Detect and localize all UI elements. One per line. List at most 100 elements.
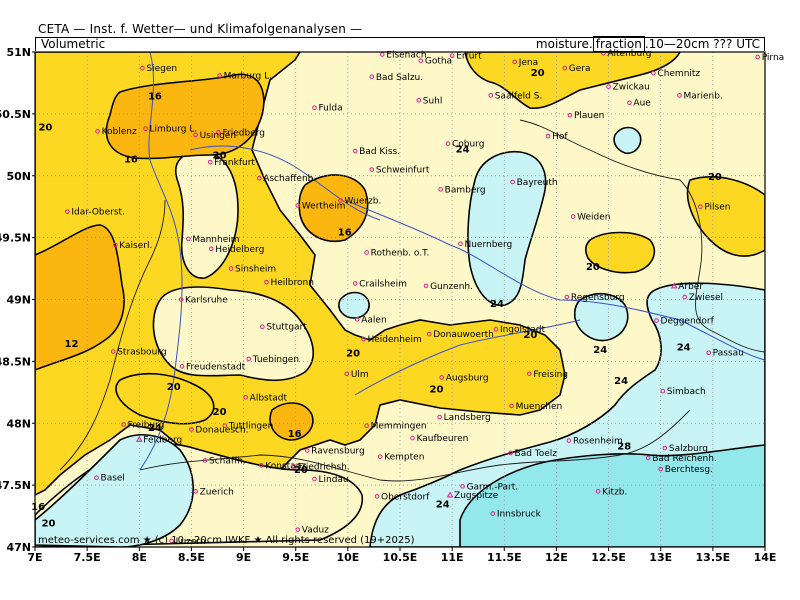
city-label: Schweinfurt	[376, 166, 430, 176]
axis-labels: 7E 7.5E 8E 8.5E 9E 9.5E 10E 10.5E 11E 11.5E 12E 12.…	[0, 46, 776, 564]
variable-suffix: .10—20cm ??? UTC	[644, 37, 760, 51]
city-label: Berchtesg.	[665, 465, 713, 475]
fill-24-28-bayreuth	[467, 151, 547, 307]
city-marker	[410, 435, 415, 441]
city-label: Memmingen	[371, 422, 427, 432]
city-marker	[222, 423, 228, 429]
city-marker	[228, 266, 234, 271]
city-label: Usingen	[200, 131, 236, 141]
contour-value-label: 20	[430, 385, 444, 396]
city-marker	[439, 375, 445, 380]
city-marker	[193, 489, 198, 494]
city-label: Augsburg	[446, 373, 489, 383]
city-label: Kaiserl.	[119, 241, 152, 251]
city-label: Aschaffenb.	[263, 174, 316, 184]
lon-tick-label: 7.5E	[74, 551, 101, 564]
fill-16-20-thueringen	[464, 52, 681, 110]
city-label: Arber	[678, 282, 703, 292]
city-marker	[202, 458, 208, 463]
contour-value-label: 16	[338, 227, 352, 238]
city-label: Kaufbeuren	[417, 434, 469, 444]
city-marker	[449, 53, 455, 59]
city-marker	[698, 204, 703, 209]
contour-value-label: 24	[148, 423, 162, 434]
city-marker	[208, 246, 214, 252]
city-marker	[606, 84, 611, 89]
fill-16-20-pilsen	[686, 176, 765, 257]
city-label: Freudenstadt	[186, 362, 246, 372]
city-marker	[259, 463, 264, 468]
city-marker	[706, 350, 711, 356]
lon-tick-label: 8E	[132, 551, 147, 564]
city-label: Suhl	[423, 96, 443, 106]
mountain-marker	[446, 491, 454, 498]
fill-24-28-basel	[35, 434, 194, 547]
city-label: Bamberg	[445, 185, 486, 195]
city-label: Pirna	[762, 53, 785, 63]
city-marker	[654, 318, 659, 323]
lat-tick-label: 51N	[6, 46, 31, 59]
contour-value-label: 20	[294, 465, 308, 476]
city-label: Friedberg	[223, 128, 265, 138]
city-marker	[246, 356, 252, 362]
fill-lt16-west	[35, 224, 125, 371]
city-marker	[595, 489, 601, 494]
city-label: Zugspitze	[454, 491, 499, 501]
city-marker	[179, 364, 185, 369]
city-marker	[567, 112, 573, 118]
city-marker	[369, 74, 375, 80]
city-marker	[110, 349, 116, 354]
city-marker	[295, 203, 301, 208]
lat-tick-label: 48.5N	[0, 355, 31, 368]
city-label: Zuerich	[200, 487, 234, 497]
city-label: Heidelberg	[215, 245, 264, 255]
city-label: Bad Salzu.	[376, 73, 423, 83]
city-label: Bad Toelz	[515, 449, 558, 459]
lon-tick-label: 9.5E	[282, 551, 309, 564]
city-label: Aue	[633, 99, 651, 109]
contour-value-label: 24	[677, 343, 691, 354]
city-label: Salzburg	[669, 444, 708, 454]
variable-label: moisture. fraction .10—20cm ??? UTC	[535, 36, 760, 52]
lon-tick-label: 7E	[27, 551, 42, 564]
city-label: Erfurt	[456, 52, 482, 62]
city-marker	[564, 294, 570, 300]
contour-value-label: 24	[614, 376, 628, 387]
city-marker	[344, 371, 350, 377]
city-marker	[217, 73, 222, 78]
contour-value-label: 16	[31, 502, 45, 513]
city-label: Innsbruck	[497, 510, 542, 520]
variable-prefix: moisture.	[535, 37, 593, 51]
city-marker	[493, 326, 499, 332]
lon-tick-label: 11E	[441, 551, 464, 564]
city-label: Wuerzb.	[345, 197, 382, 207]
city-marker	[113, 242, 118, 248]
city-label: Ulm	[351, 370, 369, 380]
city-marker	[364, 250, 369, 255]
city-label: Bad Kiss.	[359, 147, 400, 157]
contour-value-label: 20	[708, 172, 722, 183]
city-marker	[755, 54, 761, 60]
city-marker	[193, 132, 198, 138]
city-marker	[377, 454, 383, 459]
city-label: Kempten	[384, 453, 424, 463]
city-label: Freiburg	[128, 420, 165, 430]
city-marker	[545, 133, 551, 139]
city-marker	[660, 388, 666, 394]
city-label: Marburg L.	[224, 72, 272, 82]
city-label: Ravensburg	[311, 446, 365, 456]
lat-tick-label: 48N	[6, 417, 31, 430]
lat-lon-grid	[35, 52, 765, 547]
contour-value-label: 16	[124, 154, 138, 165]
city-label: Nuernberg	[464, 240, 512, 250]
city-label: Karlsruhe	[185, 296, 228, 306]
city-marker	[369, 167, 375, 172]
city-marker	[437, 414, 442, 420]
contour-value-label: 20	[523, 330, 537, 341]
city-marker	[256, 175, 262, 181]
city-marker	[423, 283, 429, 289]
city-label: Saalfeld S.	[495, 91, 543, 101]
rivers	[139, 51, 766, 471]
city-label: Heilbronn	[271, 278, 314, 288]
contour-value-label: 20	[167, 382, 181, 393]
